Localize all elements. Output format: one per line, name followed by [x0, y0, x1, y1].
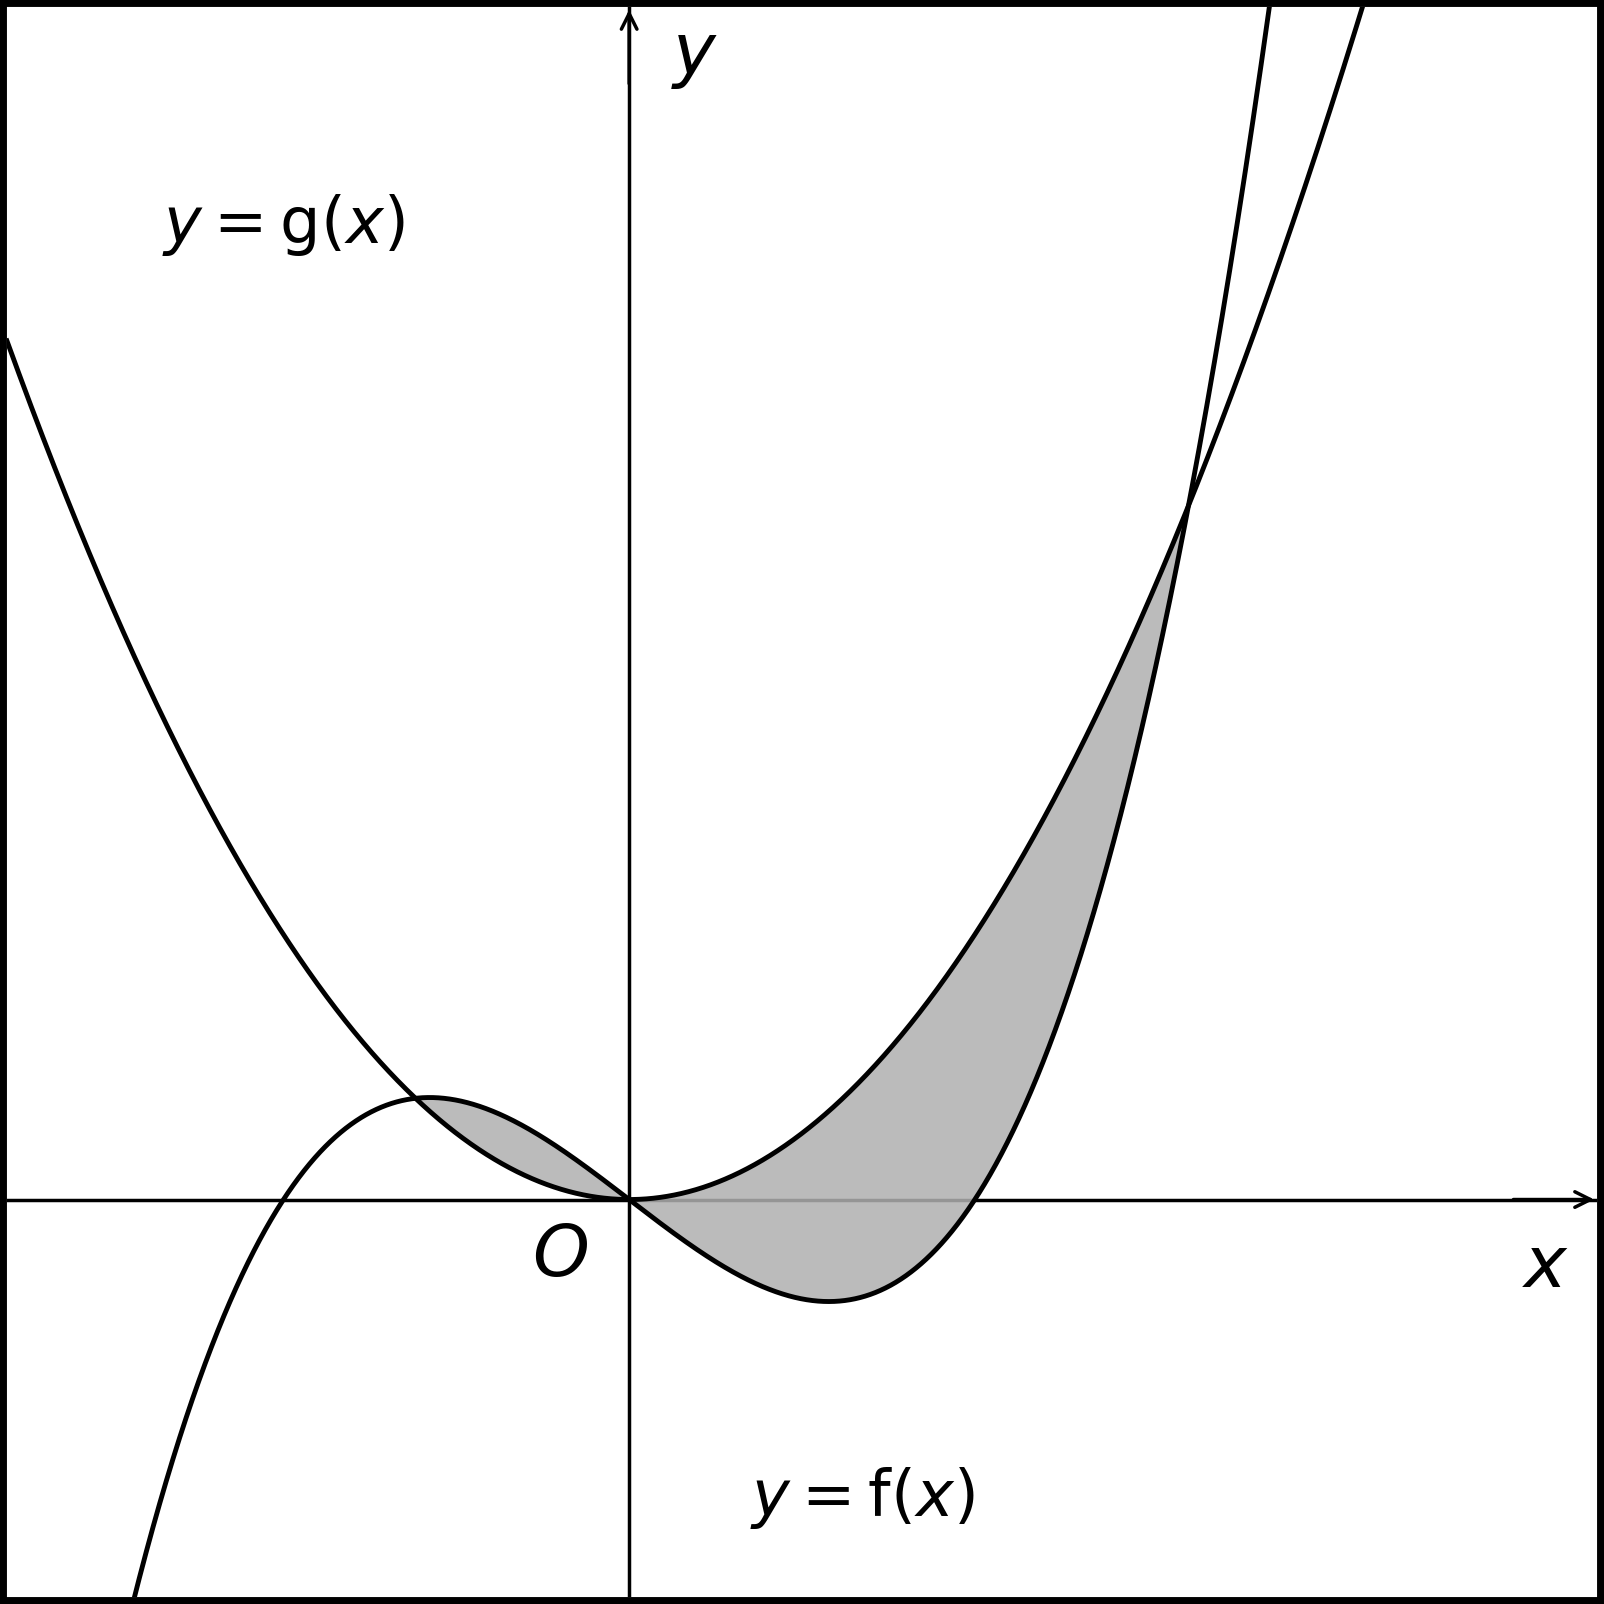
Text: $O$: $O$	[531, 1221, 587, 1291]
Text: $y$: $y$	[670, 21, 719, 91]
Text: $y = \mathrm{f}(x)$: $y = \mathrm{f}(x)$	[751, 1464, 975, 1530]
Text: $x$: $x$	[1522, 1232, 1569, 1302]
Text: $y = \mathrm{g}(x)$: $y = \mathrm{g}(x)$	[162, 192, 404, 258]
